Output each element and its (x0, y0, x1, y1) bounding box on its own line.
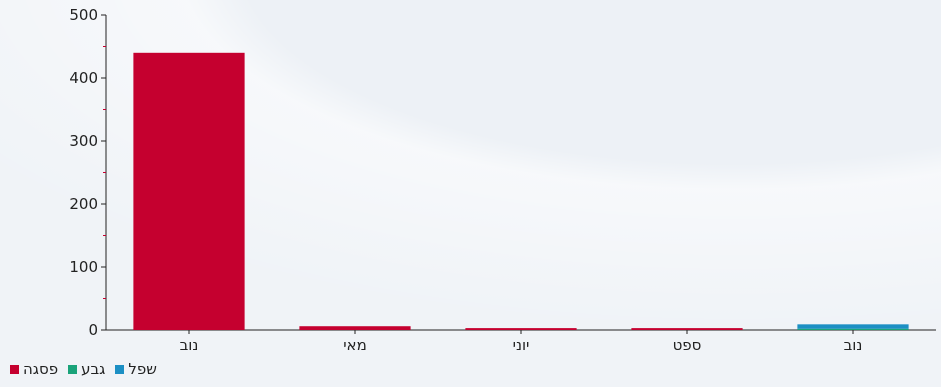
bar-3-series-0 (631, 328, 743, 330)
y-tick-label: 100 (69, 258, 98, 276)
x-tick-label: מאי (343, 336, 367, 354)
legend-item: גבע (68, 360, 105, 378)
bar-2-series-0 (465, 328, 577, 330)
x-tick-label: ספט (673, 336, 702, 354)
bar-1-series-0 (299, 326, 411, 330)
legend-swatch (68, 364, 78, 374)
x-tick-label: נוב (844, 336, 863, 354)
legend-item: שפל (115, 360, 157, 378)
legend-swatch (115, 364, 125, 374)
x-tick-label: נוב (180, 336, 199, 354)
y-tick-label: 200 (69, 195, 98, 213)
bar-0-series-0 (133, 52, 245, 331)
x-tick-label: יוני (513, 336, 530, 354)
legend-item: פסגה (10, 360, 58, 378)
legend-label: פסגה (23, 360, 59, 378)
legend-label: גבע (81, 360, 106, 378)
y-tick-label: 500 (69, 6, 98, 24)
legend-label: שפל (128, 360, 157, 378)
legend-swatch (10, 364, 19, 374)
y-tick-label: 400 (69, 69, 98, 87)
bar-4-series-1 (797, 328, 909, 330)
plot-area: 0 100 200 300 400 500 נוב מאי יוני ספט נוב (69, 6, 936, 354)
legend: פסגה גבע שפל (10, 360, 157, 378)
bar-4-series-2 (797, 324, 909, 329)
y-tick-label: 300 (69, 132, 98, 150)
y-tick-label: 0 (88, 321, 98, 339)
